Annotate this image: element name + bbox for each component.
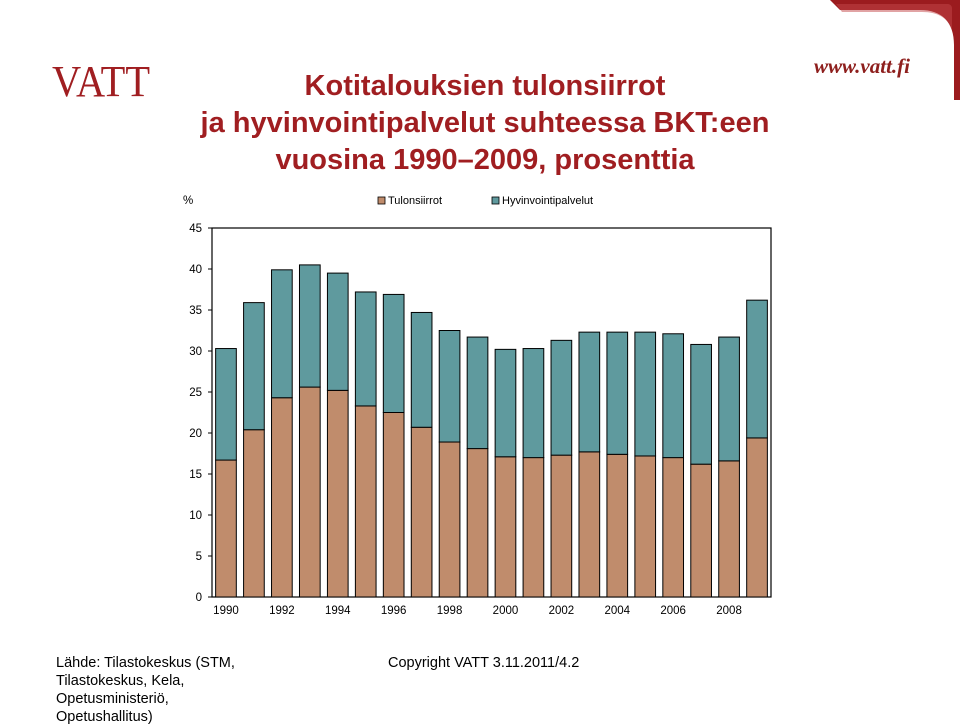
x-tick-label: 2008 xyxy=(716,605,742,617)
title-line-2: ja hyvinvointipalvelut suhteessa BKT:een xyxy=(200,107,770,139)
bar-tulonsiirrot xyxy=(718,460,740,598)
bar-tulonsiirrot xyxy=(243,429,265,598)
legend-label: Tulonsiirrot xyxy=(388,195,442,207)
bar-hyvinvointipalvelut xyxy=(438,330,461,443)
vatt-logo: VATT xyxy=(52,57,150,102)
bar-hyvinvointipalvelut xyxy=(578,331,601,453)
bar-hyvinvointipalvelut xyxy=(606,331,629,455)
y-tick-label: 30 xyxy=(189,346,202,358)
y-tick-label: 15 xyxy=(189,469,202,481)
bar-tulonsiirrot xyxy=(354,405,377,598)
y-tick-label: 10 xyxy=(189,510,202,522)
title-line-3: vuosina 1990–2009, prosenttia xyxy=(275,144,695,176)
page-title: Kotitalouksien tulonsiirrot ja hyvinvoin… xyxy=(160,68,810,179)
y-tick-label: 45 xyxy=(189,223,202,235)
x-tick-label: 1990 xyxy=(213,605,239,617)
bar-hyvinvointipalvelut xyxy=(466,336,489,450)
x-tick-label: 2004 xyxy=(604,605,630,617)
bar-tulonsiirrot xyxy=(382,412,405,598)
bar-hyvinvointipalvelut xyxy=(746,299,768,439)
bar-tulonsiirrot xyxy=(578,451,601,598)
bar-hyvinvointipalvelut xyxy=(354,291,377,407)
bar-hyvinvointipalvelut xyxy=(215,348,237,461)
bar-tulonsiirrot xyxy=(634,455,657,598)
y-tick-label: 40 xyxy=(189,264,202,276)
bar-tulonsiirrot xyxy=(466,448,489,598)
source-line-4: Opetushallitus) xyxy=(56,709,153,725)
bar-hyvinvointipalvelut xyxy=(634,331,657,457)
bar-tulonsiirrot xyxy=(662,457,685,598)
title-line-1: Kotitalouksien tulonsiirrot xyxy=(304,70,666,102)
x-tick-label: 2002 xyxy=(549,605,575,617)
website-link[interactable]: www.vatt.fi xyxy=(813,54,910,78)
bar-tulonsiirrot xyxy=(690,463,712,598)
bar-tulonsiirrot xyxy=(271,397,293,598)
bar-hyvinvointipalvelut xyxy=(494,348,517,458)
x-tick-label: 2006 xyxy=(660,605,686,617)
y-tick-label: 0 xyxy=(196,592,202,604)
legend-swatch xyxy=(491,196,500,205)
x-tick-label: 1994 xyxy=(325,605,351,617)
y-tick-label: 20 xyxy=(189,428,202,440)
copyright-note: Copyright VATT 3.11.2011/4.2 xyxy=(388,655,580,671)
vatt-logo-text: VATT xyxy=(52,57,150,102)
x-tick-label: 1996 xyxy=(381,605,407,617)
bar-hyvinvointipalvelut xyxy=(522,348,545,459)
source-line-1: Lähde: Tilastokeskus (STM, xyxy=(56,655,235,671)
stacked-bar-chart: 0 5 10 15 20 25 30 35 40 45% 1990 1992 1994 1996 1998 2… xyxy=(183,195,772,617)
bar-hyvinvointipalvelut xyxy=(550,339,573,456)
bar-tulonsiirrot xyxy=(438,441,461,598)
bar-tulonsiirrot xyxy=(606,453,629,598)
bar-tulonsiirrot xyxy=(326,389,349,598)
bar-hyvinvointipalvelut xyxy=(326,272,349,391)
x-tick-label: 1998 xyxy=(437,605,463,617)
bar-tulonsiirrot xyxy=(410,426,433,598)
bar-tulonsiirrot xyxy=(215,459,237,598)
bar-hyvinvointipalvelut xyxy=(662,333,685,459)
source-line-3: Opetusministeriö, xyxy=(56,691,169,707)
bar-hyvinvointipalvelut xyxy=(271,269,293,399)
bar-hyvinvointipalvelut xyxy=(410,311,433,428)
x-tick-label: 1992 xyxy=(269,605,295,617)
source-line-2: Tilastokeskus, Kela, xyxy=(56,673,185,689)
bar-tulonsiirrot xyxy=(494,456,517,598)
source-note: Lähde: Tilastokeskus (STM, Tilastokeskus… xyxy=(56,654,256,726)
bar-tulonsiirrot xyxy=(550,454,573,598)
x-tick-label: 2000 xyxy=(493,605,519,617)
corner-decoration xyxy=(830,0,960,100)
bar-tulonsiirrot xyxy=(746,437,768,598)
legend-swatch xyxy=(377,196,386,205)
plot-frame xyxy=(211,227,772,598)
bar-hyvinvointipalvelut xyxy=(718,336,740,462)
y-axis-label: % xyxy=(183,195,193,207)
bar-hyvinvointipalvelut xyxy=(298,264,321,388)
bar-tulonsiirrot xyxy=(298,386,321,598)
bar-hyvinvointipalvelut xyxy=(382,293,405,413)
bar-hyvinvointipalvelut xyxy=(243,302,265,431)
bar-hyvinvointipalvelut xyxy=(690,343,712,465)
y-tick-label: 5 xyxy=(196,551,202,563)
y-tick-label: 25 xyxy=(189,387,202,399)
bar-tulonsiirrot xyxy=(522,457,545,598)
legend-label: Hyvinvointipalvelut xyxy=(502,195,593,207)
y-tick-label: 35 xyxy=(189,305,202,317)
